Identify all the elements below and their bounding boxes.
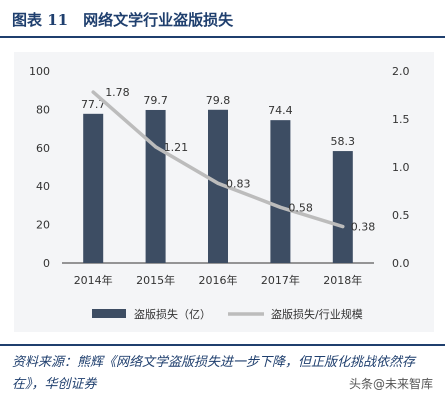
line-point bbox=[341, 225, 345, 229]
bar bbox=[332, 151, 353, 263]
line-point bbox=[154, 145, 158, 149]
bar bbox=[145, 109, 166, 263]
bar-value-label: 74.4 bbox=[268, 104, 293, 117]
x-tick-label: 2014年 bbox=[74, 273, 113, 287]
y-right-tick-label: 1.5 bbox=[392, 113, 410, 126]
y-left-tick-label: 20 bbox=[36, 219, 50, 232]
y-left-tick-label: 100 bbox=[29, 65, 50, 78]
x-tick-label: 2015年 bbox=[136, 273, 175, 287]
line-value-label: 1.21 bbox=[164, 141, 189, 154]
bar-value-label: 58.3 bbox=[331, 135, 356, 148]
y-left-tick-label: 80 bbox=[36, 103, 50, 116]
y-right-tick-label: 0.0 bbox=[392, 257, 410, 270]
y-left-tick-label: 40 bbox=[36, 180, 50, 193]
x-tick-label: 2018年 bbox=[323, 273, 362, 287]
y-right-tick-label: 0.5 bbox=[392, 209, 410, 222]
bar-value-label: 79.7 bbox=[143, 94, 168, 107]
line-value-label: 1.78 bbox=[105, 86, 130, 99]
line-point bbox=[91, 90, 95, 94]
bar bbox=[83, 113, 104, 263]
legend-label-bar: 盗版损失（亿） bbox=[134, 307, 211, 321]
x-tick-label: 2016年 bbox=[199, 273, 238, 287]
bar bbox=[270, 120, 291, 263]
chart-area: 0 20 40 60 80 100 0.0 0.5 1.0 1.5 2.0 2014年 2015年 201… bbox=[14, 52, 434, 332]
line-value-label: 0.38 bbox=[351, 221, 376, 234]
figure-title: 图表 11 网络文学行业盗版损失 bbox=[12, 11, 234, 29]
y-left-tick-label: 0 bbox=[43, 257, 50, 270]
y-right-tick-label: 2.0 bbox=[392, 65, 410, 78]
line-point bbox=[216, 181, 220, 185]
line-point bbox=[278, 205, 282, 209]
watermark: 头条@未来智库 bbox=[344, 374, 437, 393]
line-value-label: 0.58 bbox=[288, 201, 313, 214]
bar bbox=[208, 109, 228, 263]
bar-value-label: 79.8 bbox=[206, 94, 231, 107]
source-note: 资料来源：熊辉《网络文学盗版损失进一步下降，但正版化挑战依然存在》，华创证券 bbox=[12, 355, 416, 392]
line-value-label: 0.83 bbox=[226, 177, 251, 190]
chart-svg: 0 20 40 60 80 100 0.0 0.5 1.0 1.5 2.0 2014年 2015年 201… bbox=[29, 65, 410, 321]
y-right-tick-label: 1.0 bbox=[392, 161, 410, 174]
bar-value-label: 77.7 bbox=[81, 98, 106, 111]
legend-label-line: 盗版损失/行业规模 bbox=[271, 307, 363, 321]
figure-header: 图表 11 网络文学行业盗版损失 bbox=[0, 0, 445, 38]
figure-footer: 资料来源：熊辉《网络文学盗版损失进一步下降，但正版化挑战依然存在》，华创证券 bbox=[0, 344, 445, 401]
x-tick-label: 2017年 bbox=[261, 273, 300, 287]
y-left-tick-label: 60 bbox=[36, 142, 50, 155]
legend-swatch-bar bbox=[92, 309, 126, 318]
